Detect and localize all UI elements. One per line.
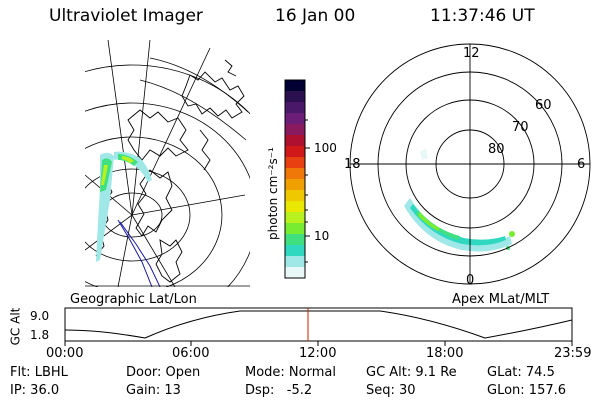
colorbar-swatch <box>285 124 305 136</box>
polar-aurora-emission <box>404 148 515 252</box>
coastline <box>127 109 189 161</box>
mlat-label-70: 70 <box>512 120 529 135</box>
colorbar-swatch <box>285 256 305 268</box>
status-ip: IP: 36.0 <box>10 383 60 398</box>
mlt-label-0: 0 <box>466 273 475 288</box>
colorbar-swatch <box>285 179 305 191</box>
geo-lat-circle <box>85 136 223 287</box>
timeline-ylabel: GC Alt <box>8 307 23 346</box>
time-label: 11:37:46 UT <box>430 6 535 26</box>
colorbar <box>284 79 310 279</box>
mlt-label-6: 6 <box>577 157 586 172</box>
geo-meridian <box>117 214 133 287</box>
colorbar-swatch <box>285 135 305 147</box>
colorbar-swatches <box>285 80 305 279</box>
geo-meridian <box>131 40 151 216</box>
coastline <box>155 239 183 283</box>
instrument-title: Ultraviolet Imager <box>49 6 203 26</box>
status-dsp: Dsp: -5.2 <box>245 383 313 398</box>
timeline-ymax: 9.0 <box>30 309 50 323</box>
colorbar-swatch <box>285 267 305 279</box>
coastline <box>199 129 211 171</box>
mlt-label-12: 12 <box>463 46 480 61</box>
colorbar-swatch <box>285 245 305 257</box>
timeline-ymin: 1.8 <box>30 328 50 342</box>
geo-meridian <box>131 47 211 216</box>
gc-altitude-curve <box>64 310 573 339</box>
colorbar-swatch <box>285 157 305 169</box>
geo-meridian <box>85 214 133 251</box>
mlat-label-80: 80 <box>488 142 505 157</box>
coastline <box>224 59 237 77</box>
geo-meridian <box>131 194 246 216</box>
colorbar-swatch <box>285 234 305 246</box>
timeline-tick-0600: 06:00 <box>172 346 210 361</box>
date-label: 16 Jan 00 <box>275 6 356 26</box>
orbit-track <box>117 219 153 287</box>
colorbar-swatch <box>285 113 305 125</box>
status-door: Door: Open <box>126 365 201 380</box>
geo-panel-label: Geographic Lat/Lon <box>70 292 197 307</box>
colorbar-swatch <box>285 223 305 235</box>
colorbar-unit-label: photon cm⁻²s⁻¹ <box>266 147 280 240</box>
timeline-plot <box>64 307 573 346</box>
mlt-label-18: 18 <box>344 157 361 172</box>
geo-lat-circle <box>85 168 191 262</box>
colorbar-swatch <box>285 91 305 103</box>
timeline-tick-1800: 18:00 <box>426 346 464 361</box>
colorbar-swatch <box>285 102 305 114</box>
colorbar-swatch <box>285 80 305 92</box>
geo-meridian <box>107 40 133 216</box>
polar-panel <box>349 43 591 285</box>
timeline-tick-1200: 12:00 <box>299 346 337 361</box>
orbit-track <box>119 221 161 287</box>
geo-grid-arc <box>139 79 247 141</box>
colorbar-swatch <box>285 146 305 158</box>
status-glat: GLat: 74.5 <box>487 365 555 380</box>
polar-panel-label: Apex MLat/MLT <box>452 292 550 307</box>
status-glon: GLon: 157.6 <box>487 383 567 398</box>
status-gain: Gain: 13 <box>126 383 181 398</box>
geographic-map-panel <box>85 40 250 287</box>
status-seq: Seq: 30 <box>366 383 416 398</box>
geo-aurora-emission <box>96 151 152 262</box>
timeline-tick-2359: 23:59 <box>554 346 592 361</box>
colorbar-tick-100: 100 <box>314 141 337 155</box>
geo-lat-circle <box>85 64 250 115</box>
coastline <box>181 71 245 119</box>
geo-meridian <box>131 214 176 287</box>
status-filter: Flt: LBHL <box>10 365 68 380</box>
colorbar-swatch <box>285 201 305 213</box>
colorbar-swatch <box>285 190 305 202</box>
timeline-tick-0000: 00:00 <box>46 346 84 361</box>
status-mode: Mode: Normal <box>245 365 336 380</box>
geo-lat-circle <box>85 102 250 287</box>
colorbar-tick-10: 10 <box>314 229 330 243</box>
status-gc-alt: GC Alt: 9.1 Re <box>366 365 457 380</box>
mlat-label-60: 60 <box>535 98 552 113</box>
geo-grid-arc <box>149 57 249 113</box>
colorbar-swatch <box>285 212 305 224</box>
coastline <box>135 169 173 237</box>
colorbar-swatch <box>285 168 305 180</box>
colorbar-frame <box>284 79 306 279</box>
